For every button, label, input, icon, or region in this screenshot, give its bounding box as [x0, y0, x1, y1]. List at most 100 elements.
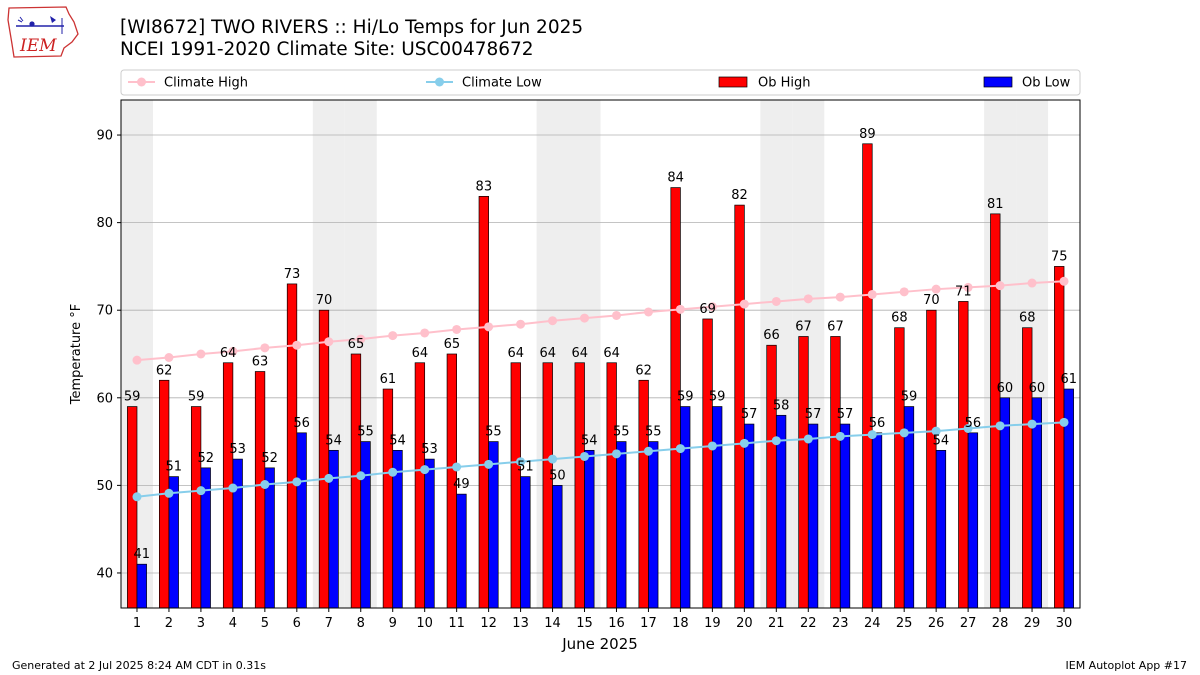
ob-high-bar	[926, 309, 937, 609]
x-tick-label: 26	[928, 616, 945, 631]
climate-high-point	[963, 282, 973, 292]
x-tick-label: 5	[261, 616, 269, 631]
ob-high-label: 70	[923, 293, 940, 308]
iem-logo: IEM	[7, 6, 79, 58]
x-tick-label: 23	[832, 616, 849, 631]
climate-high-line	[136, 280, 1065, 362]
x-tick-label: 13	[512, 616, 529, 631]
climate-low-point	[995, 421, 1005, 431]
ob-high-label: 66	[763, 328, 780, 343]
ob-high-bar	[702, 318, 713, 609]
ob-high-label: 70	[316, 293, 333, 308]
climate-low-point	[835, 431, 845, 441]
climate-low-point	[260, 480, 270, 490]
ob-low-bar	[935, 449, 947, 609]
climate-high-point	[931, 284, 941, 294]
ob-low-bar	[584, 449, 595, 609]
ob-high-bar	[1022, 327, 1033, 609]
climate-low-point	[548, 454, 558, 464]
climate-low-point	[931, 426, 941, 436]
x-tick-label: 6	[293, 616, 301, 631]
ob-low-label: 59	[709, 390, 726, 405]
ob-high-label: 65	[444, 337, 461, 352]
ob-low-bar	[712, 406, 723, 609]
climate-high-point	[228, 346, 238, 356]
x-axis-label: June 2025	[561, 635, 638, 653]
ob-high-bar	[574, 362, 585, 609]
ob-low-label: 55	[645, 425, 662, 440]
ob-low-label: 55	[485, 425, 502, 440]
climate-high-point	[803, 294, 813, 304]
app-credit: IEM Autoplot App #17	[1065, 659, 1188, 672]
x-tick-label: 22	[800, 616, 817, 631]
climate-high-point	[739, 299, 749, 309]
climate-high-point	[867, 289, 877, 299]
climate-low-point	[803, 434, 813, 444]
ob-low-label: 57	[741, 407, 758, 422]
ob-low-label: 61	[1061, 372, 1078, 387]
logo-text: IEM	[19, 36, 57, 56]
ob-low-label: 55	[357, 425, 374, 440]
ob-low-label: 59	[901, 390, 918, 405]
climate-low-point	[388, 467, 398, 477]
climate-low-point	[1027, 419, 1037, 429]
chart-title: [WI8672] TWO RIVERS :: Hi/Lo Temps for J…	[120, 17, 584, 38]
ob-high-label: 59	[188, 390, 205, 405]
y-tick-label: 50	[96, 479, 113, 494]
y-axis-label: Temperature °F	[69, 304, 84, 405]
ob-high-bar	[478, 195, 489, 609]
climate-high-point	[995, 281, 1005, 291]
climate-low-point	[420, 465, 430, 475]
ob-low-label: 41	[134, 547, 151, 562]
legend-ob-high-swatch	[718, 76, 748, 88]
ob-high-label: 64	[539, 346, 556, 361]
ob-low-label: 58	[773, 398, 790, 413]
ob-high-label: 59	[124, 390, 141, 405]
climate-high-point	[516, 319, 526, 329]
x-axis: 1 2 3 4 5 6 7 8 9 10 11 12 13 14 15 16 17 18 19 20 21 22 23 24 2…	[133, 608, 1072, 631]
ob-low-label: 54	[581, 433, 598, 448]
climate-high-point	[292, 340, 302, 350]
ob-low-bar	[616, 441, 627, 609]
ob-low-label: 56	[965, 416, 982, 431]
ob-low-bar	[1031, 397, 1042, 609]
plot-frame	[120, 99, 1081, 609]
ob-high-bar	[798, 336, 809, 609]
climate-high-point	[611, 310, 621, 320]
ob-high-label: 73	[284, 267, 301, 282]
ob-high-label: 81	[987, 197, 1004, 212]
ob-high-label: 64	[220, 346, 237, 361]
climate-high-point	[771, 296, 781, 306]
ob-high-label: 62	[635, 363, 652, 378]
climate-high-point	[356, 334, 366, 344]
climate-low-point	[611, 449, 621, 459]
ob-low-bar	[967, 432, 979, 609]
ob-low-bar	[424, 458, 435, 609]
legend-ob-low-label: Ob Low	[1022, 76, 1071, 91]
x-tick-label: 25	[896, 616, 913, 631]
ob-high-label: 62	[156, 363, 173, 378]
legend-climate-high-label: Climate High	[164, 76, 248, 91]
climate-high-point	[580, 313, 590, 323]
ob-high-label: 68	[1019, 311, 1036, 326]
climate-low-point	[484, 459, 494, 469]
ob-low-label: 60	[1029, 381, 1046, 396]
ob-high-label: 64	[508, 346, 525, 361]
climate-high-point	[132, 355, 142, 365]
ob-high-bar	[254, 371, 266, 609]
ob-low-bar	[871, 432, 883, 609]
climate-low-point	[643, 446, 653, 456]
y-axis: 40 50 60 70 80 90	[96, 129, 121, 581]
x-tick-label: 21	[768, 616, 785, 631]
ob-low-label: 56	[869, 416, 886, 431]
legend-frame	[120, 69, 1081, 96]
ob-high-bar	[542, 362, 553, 609]
ob-high-bar	[606, 362, 617, 609]
ob-low-bar	[680, 406, 691, 609]
ob-low-label: 53	[421, 442, 438, 457]
x-tick-label: 8	[357, 616, 365, 631]
ob-low-bar	[136, 563, 147, 609]
climate-high-point	[1059, 276, 1069, 286]
ob-high-bar	[382, 388, 394, 609]
